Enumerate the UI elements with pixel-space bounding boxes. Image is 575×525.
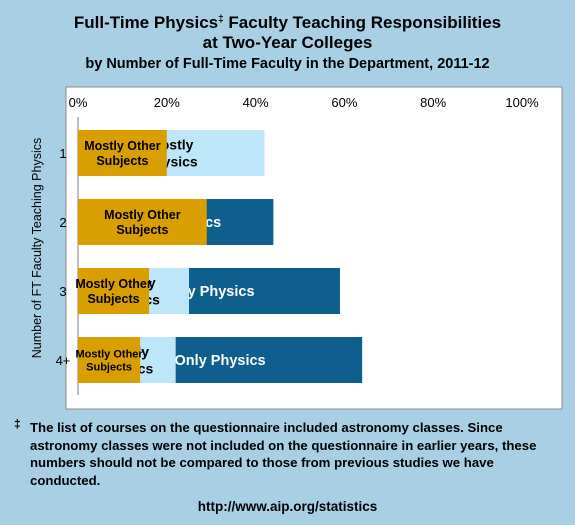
bar-segment	[78, 268, 150, 314]
bar-segment	[78, 337, 141, 383]
title-dagger-mark: ‡	[218, 14, 224, 25]
bar-segment	[78, 130, 167, 176]
chart-title: Full-Time Physics‡ Faculty Teaching Resp…	[0, 10, 575, 74]
title-line-1-main: Full-Time Physics	[73, 13, 219, 32]
bar-segment	[78, 199, 207, 245]
footnote: ‡ The list of courses on the questionnai…	[14, 417, 564, 489]
segment-label: Only Physics	[175, 353, 266, 369]
category-label: 1	[59, 146, 66, 161]
y-axis-label: Number of FT Faculty Teaching Physics	[30, 138, 44, 358]
chart-subtitle: by Number of Full-Time Faculty in the De…	[85, 56, 490, 72]
x-tick-label: 80%	[420, 95, 446, 110]
x-tick-label: 0%	[69, 95, 88, 110]
title-line-1: Full-Time Physics‡ Faculty Teaching Resp…	[0, 10, 575, 33]
segment-label: Mostly Other Subjects	[75, 277, 152, 306]
footnote-mark: ‡	[14, 417, 21, 431]
x-tick-label: 60%	[331, 95, 357, 110]
x-tick-label: 20%	[154, 95, 180, 110]
footnote-text: The list of courses on the questionnaire…	[30, 420, 537, 488]
source-url: http://www.aip.org/statistics	[197, 499, 378, 514]
title-line-1-rest: Faculty Teaching Responsibilities	[223, 13, 502, 32]
segment-label: Mostly Other Subjects	[75, 348, 143, 373]
x-tick-label: 100%	[505, 95, 539, 110]
category-label: 4+	[56, 353, 71, 368]
category-label: 2	[59, 215, 66, 230]
x-tick-label: 40%	[243, 95, 269, 110]
category-label: 3	[59, 284, 66, 299]
segment-label: Mostly Other Subjects	[104, 208, 181, 237]
segment-label: Mostly Other Subjects	[84, 139, 161, 168]
title-line-2: at Two-Year Colleges	[202, 33, 373, 52]
